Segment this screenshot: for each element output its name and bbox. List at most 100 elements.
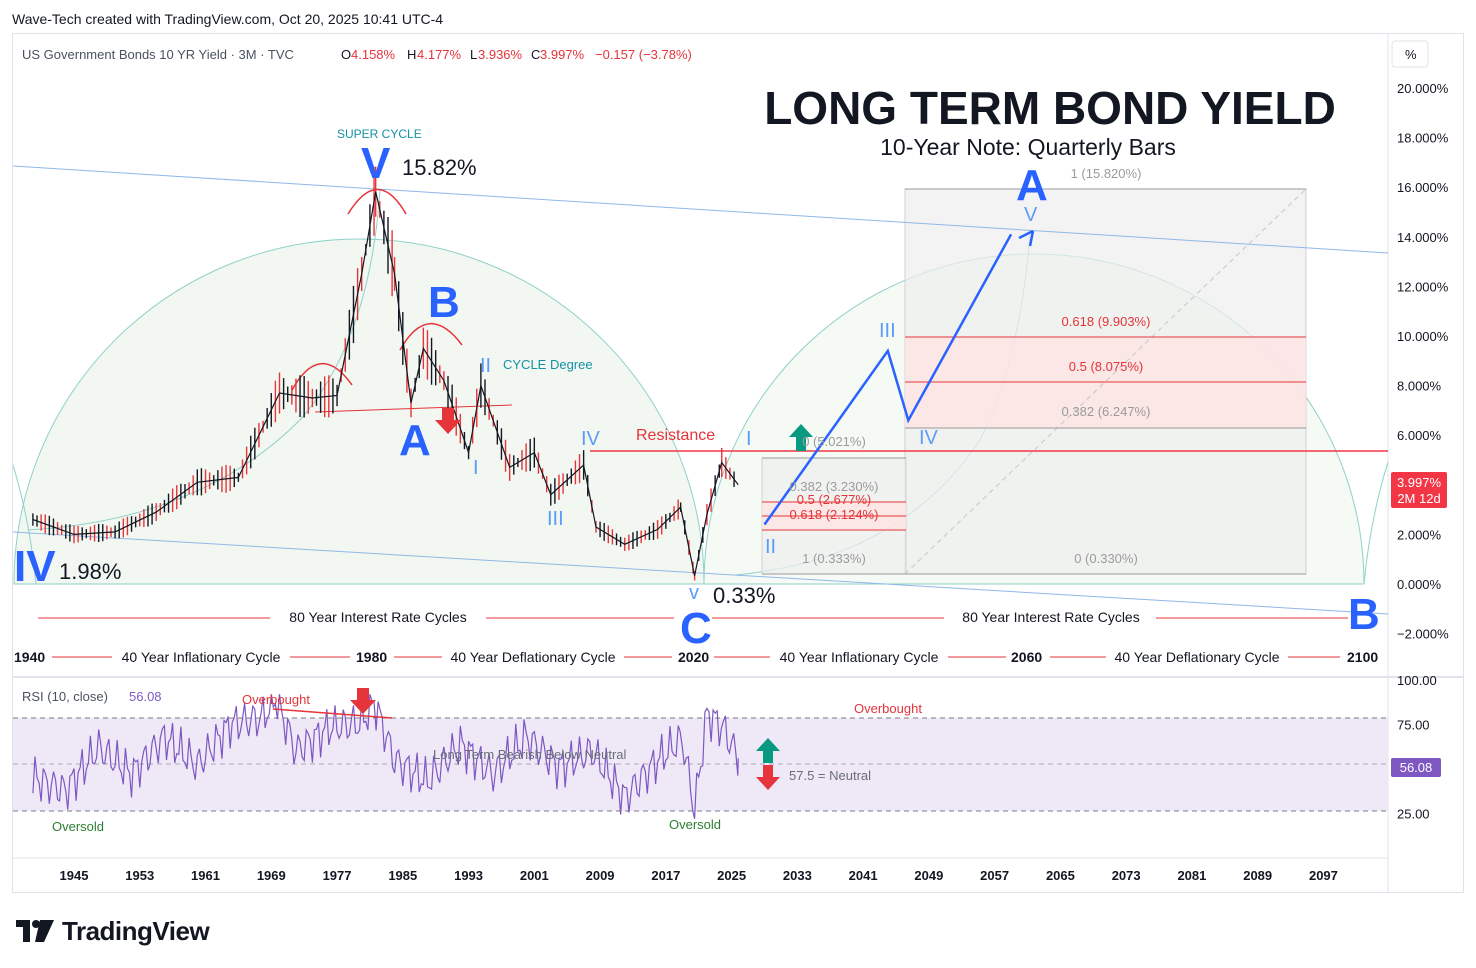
tradingview-logo-icon [16, 920, 54, 942]
cycle-arc-edge-left [13, 463, 37, 585]
chart-title: LONG TERM BOND YIELD [764, 82, 1336, 134]
projection-arrowhead [1018, 229, 1035, 247]
wave-c-label: C [680, 604, 712, 653]
sub-wave-v-low: v [689, 582, 699, 604]
svg-text:40 Year Deflationary Cycle: 40 Year Deflationary Cycle [451, 649, 616, 665]
price-tick-2: 16.000% [1397, 180, 1449, 195]
chart-attribution: Wave-Tech created with TradingView.com, … [12, 11, 444, 27]
price-series-line [32, 191, 739, 576]
svg-text:1940: 1940 [14, 649, 45, 665]
cycle-ranges [38, 617, 1348, 658]
legend-h-value: 4.177% [417, 47, 462, 62]
fib-large-diagonal [904, 188, 1307, 575]
legend-o-value: 4.158% [351, 47, 396, 62]
price-tick-7: 6.000% [1397, 428, 1442, 443]
wave-a-label: A [399, 416, 431, 465]
rsi-tick-3: 25.00 [1397, 807, 1430, 822]
future-wave-i: I [746, 428, 752, 450]
price-tick-3: 14.000% [1397, 230, 1449, 245]
rsi-value: 56.08 [129, 689, 162, 704]
svg-text:2060: 2060 [1011, 649, 1042, 665]
wave-a-future-label: A [1016, 161, 1048, 210]
time-tick-16: 2073 [1112, 868, 1141, 883]
rsi-annotations: RSI (10, close) 56.08 Overbought Overbou… [22, 689, 922, 834]
svg-text:40 Year Deflationary Cycle: 40 Year Deflationary Cycle [1115, 649, 1280, 665]
legend-change: −0.157 (−3.78%) [595, 47, 692, 62]
low-value-label: 0.33% [713, 583, 775, 608]
future-wave-ii: II [765, 536, 776, 558]
price-axis[interactable]: % 20.000% 18.000% 16.000% 14.000% 12.000% 10.… [1391, 40, 1449, 642]
peak-value-label: 15.82% [402, 155, 477, 180]
time-tick-17: 2081 [1177, 868, 1206, 883]
wave-iv-label: IV [14, 542, 56, 591]
time-tick-9: 2017 [651, 868, 680, 883]
price-tick-6: 8.000% [1397, 379, 1442, 394]
cycle-arc-left [13, 238, 705, 585]
time-tick-10: 2025 [717, 868, 746, 883]
sub-wave-i: I [473, 457, 479, 479]
fib-large-levels [905, 188, 1306, 575]
legend-h-label: H [407, 47, 416, 62]
svg-text:0.618 (2.124%): 0.618 (2.124%) [790, 507, 879, 522]
svg-text:1980: 1980 [356, 649, 387, 665]
svg-text:80 Year Interest Rate Cycles: 80 Year Interest Rate Cycles [962, 609, 1139, 625]
svg-text:40 Year Inflationary Cycle: 40 Year Inflationary Cycle [780, 649, 939, 665]
svg-text:56.08: 56.08 [1400, 760, 1433, 775]
chart-subtitle: 10-Year Note: Quarterly Bars [880, 134, 1176, 160]
sub-wave-iv: IV [581, 428, 601, 450]
svg-text:3.997%: 3.997% [1397, 475, 1442, 490]
price-axis-unit: % [1405, 47, 1417, 62]
svg-text:1 (15.820%): 1 (15.820%) [1071, 166, 1142, 181]
price-tick-9: 0.000% [1397, 577, 1442, 592]
svg-text:Oversold: Oversold [669, 817, 721, 832]
channel-lower [13, 531, 1388, 615]
svg-text:0 (5.021%): 0 (5.021%) [802, 434, 866, 449]
time-tick-0: 1945 [60, 868, 89, 883]
peak-arc-right [399, 323, 463, 351]
price-tick-10: −2.000% [1397, 627, 1449, 642]
rsi-series-line [32, 694, 739, 819]
time-axis[interactable]: 1945 1953 1961 1969 1977 1985 1993 2001 2009 2017… [60, 868, 1338, 883]
last-price-tag: 3.997% 2M 12d [1391, 472, 1447, 508]
svg-text:0.618 (9.903%): 0.618 (9.903%) [1062, 314, 1151, 329]
price-tick-8: 2.000% [1397, 527, 1442, 542]
svg-text:0 (0.330%): 0 (0.330%) [1074, 551, 1138, 566]
svg-text:1 (0.333%): 1 (0.333%) [802, 551, 866, 566]
time-tick-13: 2049 [914, 868, 943, 883]
up-arrow-icon [789, 424, 813, 451]
time-tick-12: 2041 [849, 868, 878, 883]
super-cycle-label: SUPER CYCLE [337, 127, 422, 141]
future-wave-iv: IV [919, 427, 939, 449]
rsi-tick-0: 100.00 [1397, 673, 1437, 688]
price-tick-1: 18.000% [1397, 131, 1449, 146]
legend: US Government Bonds 10 YR Yield · 3M · T… [22, 47, 692, 62]
tradingview-logo[interactable]: TradingView [16, 914, 210, 948]
sub-wave-iii: III [547, 508, 564, 530]
time-tick-5: 1985 [388, 868, 417, 883]
svg-text:0.382 (3.230%): 0.382 (3.230%) [790, 479, 879, 494]
svg-text:2M 12d: 2M 12d [1397, 491, 1440, 506]
time-tick-7: 2001 [520, 868, 549, 883]
legend-symbol: US Government Bonds 10 YR Yield · 3M · T… [22, 47, 294, 62]
fib-large-labels: 1 (15.820%) 0.618 (9.903%) 0.5 (8.075%) … [1062, 166, 1151, 566]
svg-text:Long Term Bearish Below Neutra: Long Term Bearish Below Neutral [433, 747, 627, 762]
svg-text:Oversold: Oversold [52, 819, 104, 834]
resistance-label: Resistance [636, 427, 715, 444]
price-tick-5: 10.000% [1397, 329, 1449, 344]
legend-o-label: O [341, 47, 351, 62]
svg-text:2020: 2020 [678, 649, 709, 665]
time-tick-11: 2033 [783, 868, 812, 883]
svg-text:40 Year Inflationary Cycle: 40 Year Inflationary Cycle [122, 649, 281, 665]
legend-c-value: 3.997% [540, 47, 585, 62]
svg-text:0.5 (8.075%): 0.5 (8.075%) [1069, 359, 1143, 374]
time-tick-3: 1969 [257, 868, 286, 883]
start-value-label: 1.98% [59, 559, 121, 584]
rsi-tick-1: 75.00 [1397, 718, 1430, 733]
svg-text:0.5 (2.677%): 0.5 (2.677%) [797, 492, 871, 507]
channel-upper [13, 165, 1388, 254]
projection-path [763, 233, 1013, 526]
legend-l-label: L [470, 47, 477, 62]
time-tick-14: 2057 [980, 868, 1009, 883]
